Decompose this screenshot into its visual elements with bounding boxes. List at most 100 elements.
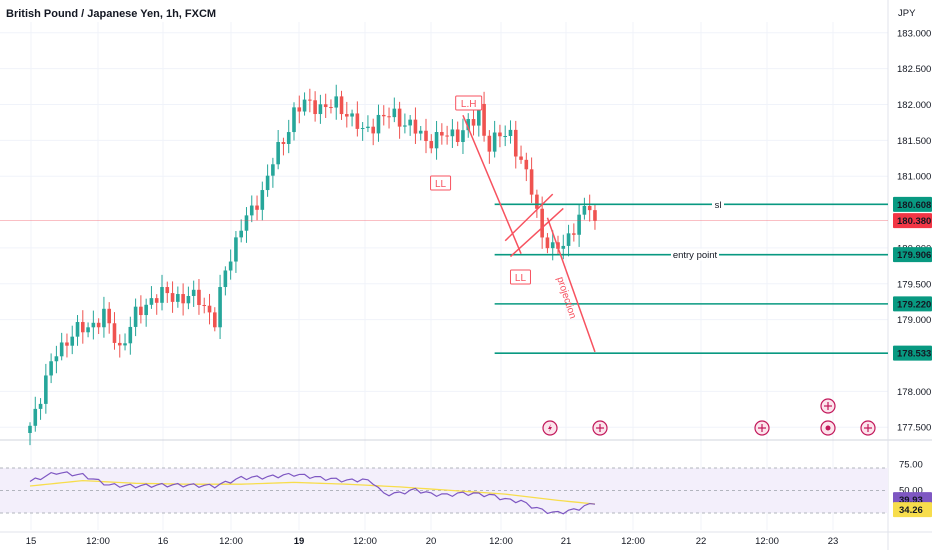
price-tick-label: 181.500 <box>897 136 931 147</box>
candle-body <box>144 304 148 316</box>
candle-body <box>429 141 434 149</box>
candle-body <box>545 237 550 249</box>
level-text-label: sl <box>715 200 722 211</box>
flag-lower-line[interactable] <box>509 207 564 258</box>
level-text-label: entry point <box>673 250 718 261</box>
time-tick-label: 22 <box>696 536 707 547</box>
candle-body <box>498 132 502 137</box>
time-tick-label: 19 <box>294 536 305 547</box>
candle-body <box>397 108 402 127</box>
label-lower-low-1-box <box>430 175 452 191</box>
candle-body <box>503 135 507 137</box>
candle-body <box>593 210 597 221</box>
candle-body <box>91 322 96 328</box>
candle-body <box>265 175 270 191</box>
rsi-value-text: 39.93 <box>899 495 923 506</box>
time-tick-label: 20 <box>426 536 437 547</box>
candle-body <box>249 205 254 216</box>
candle-body <box>286 132 291 144</box>
candle-body <box>170 293 175 302</box>
label-projection: projection <box>554 276 578 321</box>
time-tick-label: 12:00 <box>219 536 243 547</box>
candle-body <box>387 116 391 118</box>
rsi-line <box>29 471 596 515</box>
candle-body <box>540 208 544 238</box>
candle-body <box>81 322 85 333</box>
candle-body <box>139 306 143 316</box>
candle-body <box>492 132 497 152</box>
flag-upper-line[interactable] <box>504 193 554 242</box>
candle-body <box>197 289 201 306</box>
candle-body <box>323 104 328 108</box>
label-lower-low-2-box <box>509 269 531 285</box>
candle-body <box>403 125 407 127</box>
level-price-tag <box>893 345 932 361</box>
time-tick-label: 12:00 <box>621 536 645 547</box>
level-price-tag <box>893 196 932 212</box>
candle-body <box>218 287 222 328</box>
candle-body <box>276 142 280 165</box>
candle-body <box>477 103 481 126</box>
candle-body <box>550 242 555 249</box>
lightning-glyph <box>548 424 552 432</box>
candle-body <box>413 119 418 134</box>
price-tick-label: 182.500 <box>897 64 931 75</box>
candle-body <box>202 305 207 307</box>
level-text-bg <box>671 248 719 261</box>
level-price-tag <box>893 247 932 263</box>
candle-body <box>160 287 164 303</box>
candle-body <box>455 129 460 142</box>
candle-body <box>350 113 354 117</box>
candle-body <box>582 205 587 215</box>
price-tick-label: 178.000 <box>897 387 931 398</box>
candle-body <box>239 230 243 238</box>
candle-body <box>566 233 571 246</box>
level-price-tag-text: 180.608 <box>897 200 931 211</box>
candle-body <box>112 323 117 343</box>
candle-body <box>28 425 32 433</box>
trend-drop-line[interactable] <box>462 114 522 254</box>
label-lower-high: L.H <box>461 99 477 110</box>
candle-body <box>86 327 90 333</box>
candle-body <box>228 261 233 271</box>
label-lower-low-2: LL <box>515 273 527 284</box>
price-tick-label: 183.000 <box>897 28 931 39</box>
candle-body <box>535 194 539 209</box>
candle-body <box>445 135 449 137</box>
candle-body <box>524 159 529 170</box>
candle-body <box>355 113 360 129</box>
rsi-ma-line <box>29 479 596 505</box>
candle-body <box>213 312 217 328</box>
candle-body <box>165 287 170 294</box>
projection-line[interactable] <box>546 217 596 353</box>
level-price-tag-text: 179.220 <box>897 299 931 310</box>
candle-body <box>96 322 101 328</box>
candle-body <box>339 96 344 115</box>
time-tick-label: 12:00 <box>489 536 513 547</box>
candle-body <box>572 233 576 235</box>
level-price-tag-text: 179.906 <box>897 250 931 261</box>
candle-body <box>181 294 185 304</box>
rsi-level-label: 75.00 <box>899 460 923 471</box>
candle-body <box>424 130 428 142</box>
level-text-bg <box>712 198 724 211</box>
candle-body <box>529 169 534 195</box>
candle-body <box>260 190 265 210</box>
time-tick-label: 23 <box>828 536 839 547</box>
candle-body <box>450 129 455 137</box>
candle-body <box>434 132 439 149</box>
candle-body <box>308 99 312 101</box>
candle-body <box>117 342 122 346</box>
current-price-tag-text: 180.380 <box>897 216 931 227</box>
time-tick-label: 16 <box>158 536 169 547</box>
candle-body <box>49 361 53 376</box>
candle-body <box>392 108 397 118</box>
time-tick-label: 12:00 <box>353 536 377 547</box>
candle-body <box>318 104 323 115</box>
price-tick-label: 179.000 <box>897 315 931 326</box>
candle-body <box>366 126 370 129</box>
candle-body <box>186 295 191 304</box>
rsi-level-label: 50.00 <box>899 486 923 497</box>
